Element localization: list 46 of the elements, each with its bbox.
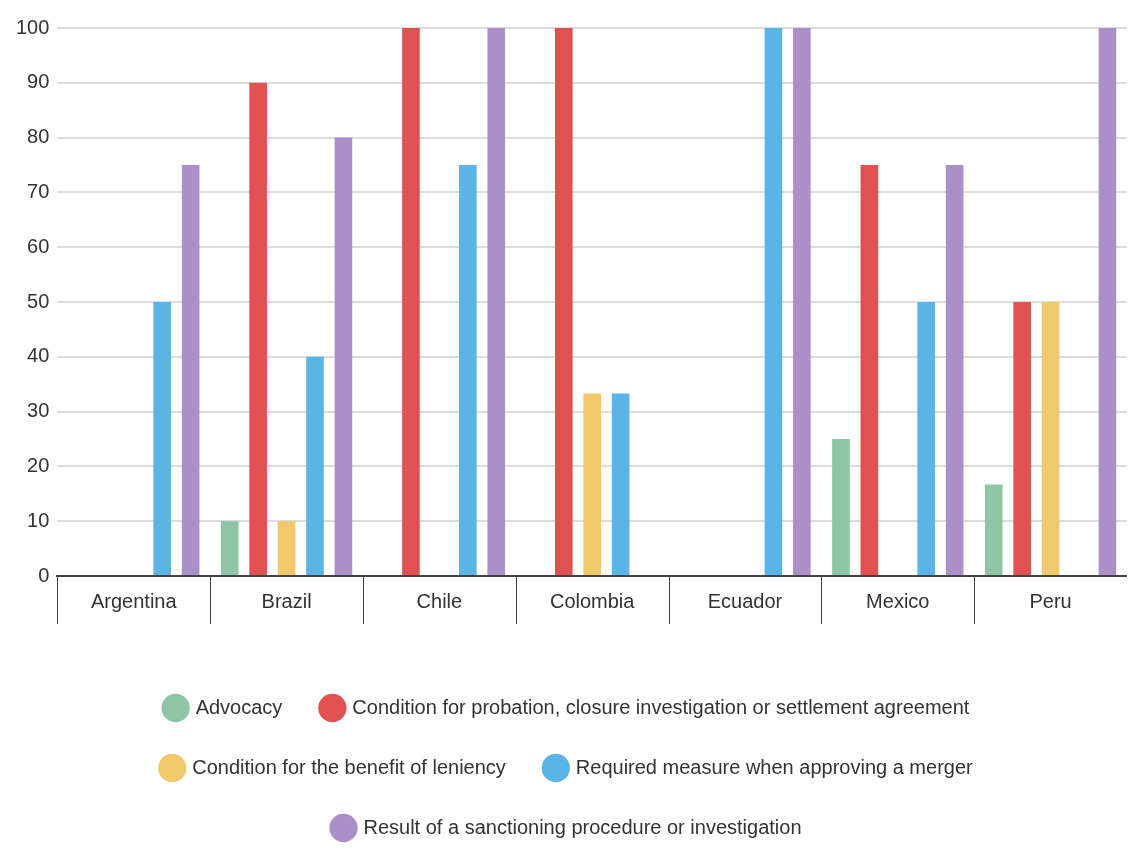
bar [181, 165, 200, 575]
y-tick-label: 80 [27, 125, 50, 148]
y-tick-label: 40 [27, 344, 50, 367]
bar [1041, 302, 1060, 575]
y-tick-label: 60 [27, 234, 50, 257]
legend-label: Condition for the benefit of leniency [192, 755, 506, 778]
bar [249, 82, 267, 575]
bar [554, 28, 573, 575]
bar [306, 356, 324, 575]
bar [860, 165, 879, 575]
bar [793, 28, 811, 575]
legend-label: Advocacy [195, 695, 283, 718]
bar [832, 439, 850, 575]
bar [611, 393, 630, 575]
bar [945, 165, 964, 575]
x-tick-label: Chile [416, 589, 463, 612]
y-tick-label: 70 [27, 179, 50, 202]
y-tick-label: 20 [27, 453, 50, 476]
bar [334, 137, 353, 575]
y-tick-label: 50 [27, 289, 50, 312]
bar [764, 28, 783, 575]
x-tick-label: Ecuador [707, 589, 783, 612]
bar [917, 302, 936, 575]
x-tick-label: Brazil [261, 589, 312, 612]
x-tick-label: Peru [1029, 589, 1072, 612]
bar [458, 165, 477, 575]
y-tick-label: 30 [27, 399, 50, 422]
legend-label: Condition for probation, closure investigation or settlement agreement [352, 695, 970, 718]
y-tick-label: 100 [15, 15, 50, 38]
bar [487, 28, 506, 575]
bar [984, 484, 1003, 575]
y-tick-label: 90 [27, 70, 50, 93]
bar [402, 28, 420, 575]
y-tick-label: 10 [27, 508, 50, 531]
bar [1013, 302, 1031, 575]
x-tick-label: Mexico [866, 589, 930, 612]
x-tick-label: Argentina [90, 589, 178, 612]
x-tick-label: Colombia [549, 589, 636, 612]
legend-label: Result of a sanctioning procedure or investigation [363, 815, 802, 838]
bar [153, 302, 171, 575]
bar [1098, 28, 1117, 575]
bar [277, 521, 296, 575]
bar [220, 521, 239, 575]
y-tick-label: 0 [38, 563, 50, 586]
legend-label: Required measure when approving a merger [575, 755, 974, 778]
bar [583, 393, 601, 575]
